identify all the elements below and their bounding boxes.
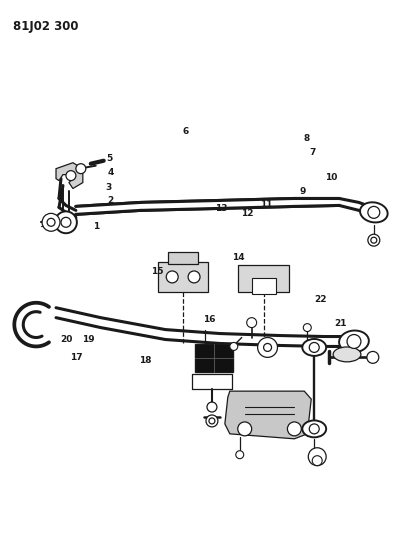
- Text: 3: 3: [105, 183, 112, 191]
- Circle shape: [371, 237, 377, 243]
- Circle shape: [312, 456, 322, 466]
- Ellipse shape: [333, 347, 361, 362]
- Text: 12: 12: [241, 209, 254, 218]
- Circle shape: [303, 324, 311, 332]
- Circle shape: [347, 335, 361, 349]
- Circle shape: [367, 351, 379, 364]
- Text: 10: 10: [325, 173, 337, 182]
- Text: 21: 21: [335, 319, 347, 328]
- Text: 18: 18: [139, 356, 151, 365]
- Circle shape: [258, 337, 278, 357]
- Text: 17: 17: [70, 353, 83, 362]
- Circle shape: [230, 343, 238, 350]
- Polygon shape: [225, 391, 311, 439]
- Circle shape: [61, 217, 71, 227]
- Text: 13: 13: [215, 204, 228, 213]
- Circle shape: [207, 402, 217, 412]
- Circle shape: [66, 171, 76, 181]
- Polygon shape: [252, 278, 276, 294]
- Circle shape: [188, 271, 200, 283]
- Circle shape: [368, 234, 380, 246]
- Ellipse shape: [339, 330, 369, 352]
- Text: 4: 4: [107, 168, 114, 177]
- Circle shape: [236, 451, 244, 459]
- Circle shape: [42, 213, 60, 231]
- Ellipse shape: [302, 421, 326, 437]
- Text: 5: 5: [107, 154, 113, 163]
- Text: 22: 22: [315, 295, 327, 304]
- Text: 20: 20: [60, 335, 72, 344]
- Circle shape: [264, 343, 271, 351]
- Polygon shape: [168, 252, 198, 264]
- Circle shape: [287, 422, 301, 436]
- Text: 9: 9: [299, 187, 306, 196]
- Circle shape: [238, 422, 252, 436]
- Polygon shape: [140, 200, 220, 211]
- Circle shape: [247, 318, 257, 328]
- Text: 15: 15: [151, 267, 163, 276]
- Circle shape: [206, 415, 218, 427]
- Text: 1: 1: [93, 222, 99, 231]
- FancyBboxPatch shape: [195, 344, 233, 372]
- Polygon shape: [76, 203, 140, 214]
- Text: 19: 19: [82, 335, 94, 344]
- Text: 7: 7: [309, 148, 316, 157]
- Text: 81J02 300: 81J02 300: [13, 20, 79, 33]
- Circle shape: [308, 448, 326, 466]
- Circle shape: [309, 424, 319, 434]
- Circle shape: [55, 212, 77, 233]
- Polygon shape: [56, 163, 83, 189]
- Circle shape: [309, 343, 319, 352]
- Text: 14: 14: [232, 253, 244, 262]
- Text: 6: 6: [182, 127, 188, 136]
- Circle shape: [368, 206, 380, 219]
- Polygon shape: [294, 198, 339, 206]
- Circle shape: [209, 418, 215, 424]
- Circle shape: [47, 219, 55, 227]
- Text: 11: 11: [260, 199, 272, 208]
- Circle shape: [76, 164, 86, 174]
- Circle shape: [166, 271, 178, 283]
- Text: 2: 2: [107, 196, 114, 205]
- Polygon shape: [220, 198, 294, 208]
- Text: 16: 16: [204, 315, 216, 324]
- Text: 8: 8: [304, 134, 310, 143]
- Ellipse shape: [360, 203, 387, 222]
- Polygon shape: [238, 265, 289, 292]
- Polygon shape: [158, 262, 208, 292]
- Ellipse shape: [302, 339, 326, 356]
